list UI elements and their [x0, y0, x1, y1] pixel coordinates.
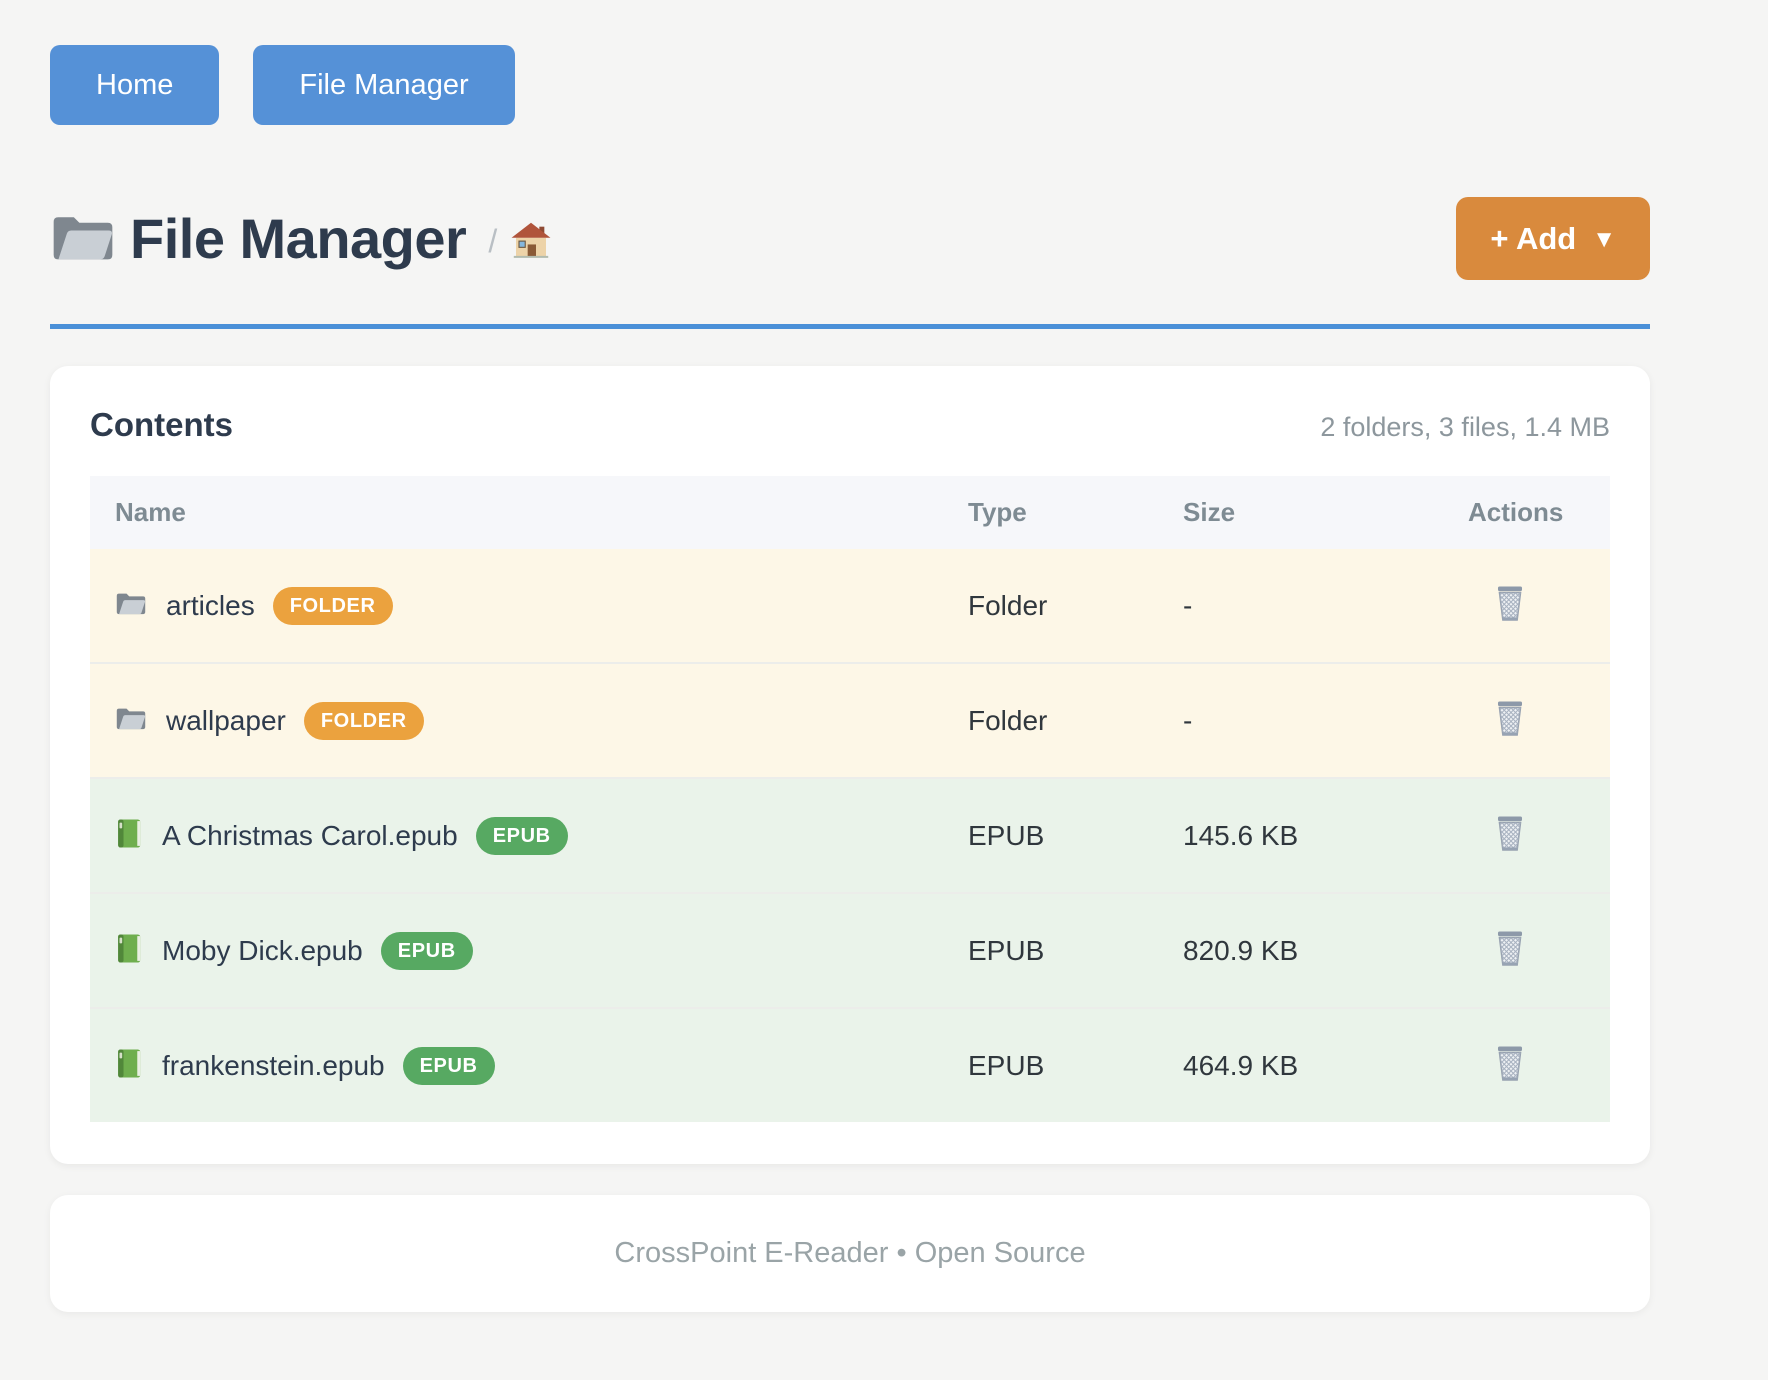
size-cell: 820.9 KB [1183, 934, 1299, 966]
size-cell: - [1183, 704, 1193, 736]
type-badge: EPUB [402, 1046, 495, 1085]
add-button[interactable]: + Add ▼ [1456, 197, 1650, 280]
table-row: wallpaper FOLDER Folder - [90, 662, 1610, 777]
header-divider [50, 324, 1650, 329]
table-header-row: Name Type Size Actions [90, 476, 1610, 549]
folder-icon [50, 208, 116, 270]
delete-button[interactable] [1493, 929, 1527, 972]
type-badge: EPUB [380, 931, 473, 970]
breadcrumb-separator: / [488, 223, 498, 259]
card-title: Contents [90, 406, 233, 443]
actions-cell [1468, 814, 1610, 857]
delete-button[interactable] [1493, 814, 1527, 857]
contents-summary: 2 folders, 3 files, 1.4 MB [1320, 412, 1610, 442]
type-cell: Folder [968, 589, 1048, 621]
size-cell: - [1183, 589, 1193, 621]
table-body: articles FOLDER Folder - [90, 549, 1610, 1122]
file-name[interactable]: frankenstein.epub [162, 1049, 385, 1081]
wastebasket-icon [1493, 699, 1527, 742]
file-table: Name Type Size Actions [90, 476, 1610, 1122]
footer-text: CrossPoint E-Reader • Open Source [614, 1237, 1086, 1269]
type-cell: EPUB [968, 934, 1045, 966]
column-header-actions: Actions [1468, 497, 1564, 527]
wastebasket-icon [1493, 1044, 1527, 1087]
file-name[interactable]: articles [166, 589, 255, 621]
delete-button[interactable] [1493, 1044, 1527, 1087]
column-header-type: Type [968, 497, 1027, 527]
actions-cell [1468, 699, 1610, 742]
file-name[interactable]: wallpaper [166, 704, 286, 736]
type-badge: FOLDER [272, 586, 393, 625]
name-cell: A Christmas Carol.epub EPUB [90, 816, 968, 855]
green-book-icon [115, 1048, 143, 1084]
file-name[interactable]: Moby Dick.epub [162, 934, 363, 966]
size-cell: 464.9 KB [1183, 1049, 1299, 1081]
table-row: articles FOLDER Folder - [90, 549, 1610, 662]
house-icon[interactable] [511, 221, 551, 264]
page: Home File Manager File Manager / [50, 0, 1650, 1312]
wastebasket-icon [1493, 929, 1527, 972]
page-header: File Manager / + Add ▼ [50, 197, 1650, 280]
name-cell: Moby Dick.epub EPUB [90, 931, 968, 970]
card-header: Contents 2 folders, 3 files, 1.4 MB [90, 406, 1610, 444]
add-button-label: + Add [1490, 220, 1577, 256]
type-badge: EPUB [475, 816, 568, 855]
nav-file-manager-button[interactable]: File Manager [253, 45, 515, 125]
caret-down-icon: ▼ [1592, 226, 1616, 253]
type-cell: EPUB [968, 819, 1045, 851]
type-cell: Folder [968, 704, 1048, 736]
actions-cell [1468, 584, 1610, 627]
top-nav: Home File Manager [50, 45, 1650, 125]
delete-button[interactable] [1493, 584, 1527, 627]
contents-card: Contents 2 folders, 3 files, 1.4 MB Name… [50, 366, 1650, 1164]
delete-button[interactable] [1493, 699, 1527, 742]
folder-icon [115, 704, 147, 737]
table-row: Moby Dick.epub EPUB EPUB 820.9 KB [90, 892, 1610, 1007]
title-group: File Manager / [50, 206, 551, 271]
name-cell: articles FOLDER [90, 586, 968, 625]
file-name[interactable]: A Christmas Carol.epub [162, 819, 458, 851]
actions-cell [1468, 1044, 1610, 1087]
column-header-size: Size [1183, 497, 1236, 527]
size-cell: 145.6 KB [1183, 819, 1299, 851]
column-header-name: Name [115, 497, 186, 527]
actions-cell [1468, 929, 1610, 972]
wastebasket-icon [1493, 814, 1527, 857]
nav-home-button[interactable]: Home [50, 45, 220, 125]
type-badge: FOLDER [303, 701, 424, 740]
table-row: frankenstein.epub EPUB EPUB 464.9 KB [90, 1007, 1610, 1122]
folder-icon [115, 589, 147, 622]
table-row: A Christmas Carol.epub EPUB EPUB 145.6 K… [90, 777, 1610, 892]
name-cell: wallpaper FOLDER [90, 701, 968, 740]
name-cell: frankenstein.epub EPUB [90, 1046, 968, 1085]
page-title: File Manager [130, 207, 467, 270]
type-cell: EPUB [968, 1049, 1045, 1081]
green-book-icon [115, 818, 143, 854]
green-book-icon [115, 933, 143, 969]
footer: CrossPoint E-Reader • Open Source [50, 1195, 1650, 1312]
wastebasket-icon [1493, 584, 1527, 627]
